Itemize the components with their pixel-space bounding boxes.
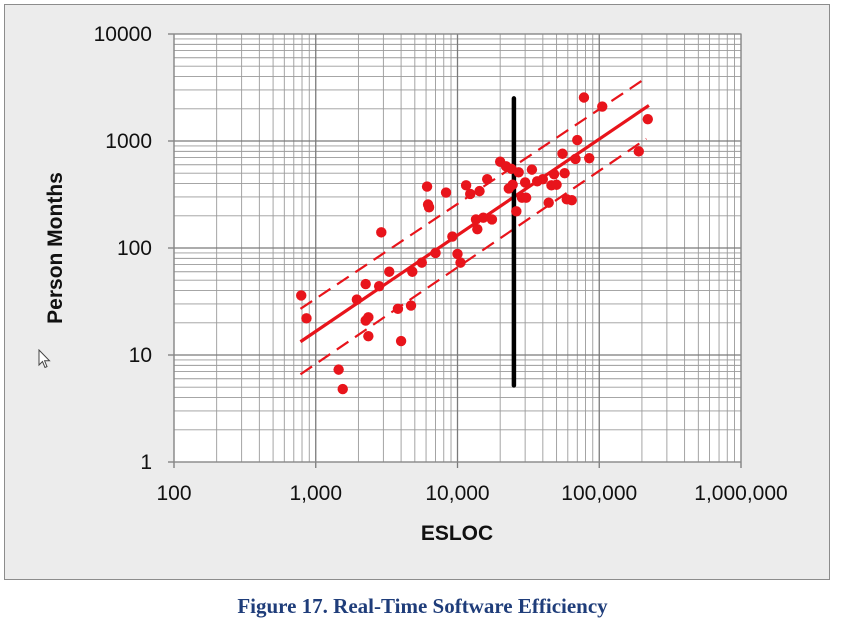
data-point — [395, 335, 407, 347]
data-point — [407, 266, 418, 277]
data-point — [557, 148, 568, 159]
data-point — [486, 214, 498, 225]
y-tick-label: 1 — [140, 451, 152, 474]
data-point — [513, 167, 524, 178]
data-point — [301, 313, 312, 324]
x-tick-label: 1,000 — [289, 482, 342, 505]
data-point — [474, 185, 485, 197]
data-point — [421, 181, 433, 192]
data-point — [384, 266, 395, 277]
data-point — [465, 188, 476, 200]
data-points — [296, 92, 653, 395]
data-point — [520, 192, 532, 203]
data-point — [455, 257, 466, 268]
data-point — [548, 168, 560, 180]
data-point — [460, 180, 472, 191]
chart: 100 1,000 10,000 100,000 1,000,000 110100100… — [44, 23, 788, 545]
mouse-pointer-icon — [38, 349, 51, 369]
data-point — [551, 179, 562, 190]
data-point — [566, 194, 577, 206]
data-point — [526, 164, 538, 175]
lower-bound-line — [299, 137, 647, 376]
data-point — [363, 312, 374, 323]
data-point — [363, 330, 374, 342]
y-tick-label: 10000 — [94, 23, 152, 46]
data-point — [570, 153, 581, 165]
y-tick-label: 100 — [117, 237, 152, 260]
x-tick-label: 1,000,000 — [694, 482, 787, 505]
data-point — [478, 212, 489, 223]
data-point — [543, 197, 554, 208]
data-point — [559, 168, 570, 179]
x-axis-title: ESLOC — [421, 522, 493, 545]
y-tick-label: 10 — [129, 344, 152, 367]
data-point — [519, 177, 531, 188]
data-point — [584, 153, 595, 164]
data-point — [447, 231, 458, 242]
x-tick-labels: 100 1,000 10,000 100,000 1,000,000 — [156, 482, 787, 505]
data-point — [578, 92, 590, 103]
data-point — [440, 187, 452, 198]
data-point — [507, 179, 518, 190]
data-point — [452, 248, 463, 260]
data-point — [472, 223, 483, 235]
y-tick-labels: 1 10 100 1000 10000 — [94, 23, 152, 474]
x-tick-label: 100,000 — [561, 482, 637, 505]
data-point — [373, 280, 385, 292]
data-point — [423, 202, 435, 213]
data-point — [296, 290, 307, 301]
data-point — [572, 134, 583, 146]
data-point — [333, 364, 344, 375]
y-tick-label: 1000 — [105, 130, 152, 153]
data-point — [537, 173, 549, 185]
data-point — [481, 173, 493, 185]
data-point — [511, 206, 522, 217]
data-point — [430, 247, 441, 259]
y-axis-title: Person Months — [44, 172, 67, 324]
x-tick-label: 10,000 — [425, 482, 489, 505]
data-point — [360, 278, 371, 290]
plot-border — [173, 33, 742, 463]
data-point — [337, 383, 348, 395]
data-point — [416, 257, 428, 268]
data-point — [392, 303, 404, 315]
data-point — [376, 227, 387, 238]
figure-caption: Figure 17. Real-Time Software Efficiency — [237, 594, 608, 618]
data-point — [642, 113, 653, 125]
data-point — [633, 146, 644, 157]
data-point — [405, 300, 417, 311]
data-point — [597, 101, 608, 112]
data-point — [351, 294, 363, 305]
x-tick-label: 100 — [156, 482, 191, 505]
